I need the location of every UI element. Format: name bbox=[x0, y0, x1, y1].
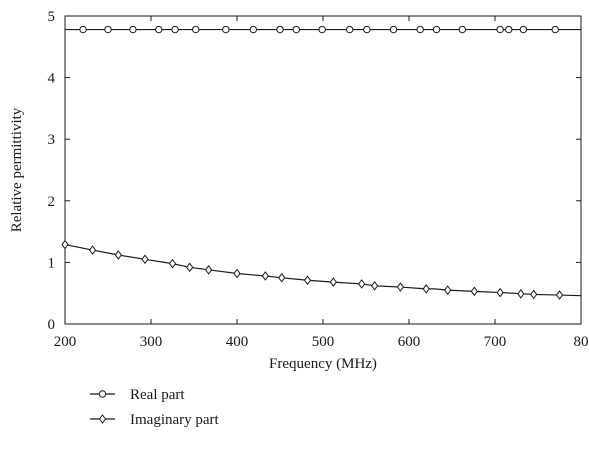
data-point-circle bbox=[432, 25, 441, 34]
data-point-circle bbox=[363, 25, 371, 34]
x-tick-label: 600 bbox=[398, 334, 421, 350]
legend-swatch-circle-icon bbox=[90, 390, 115, 398]
data-point-circle bbox=[192, 25, 200, 34]
data-point-circle bbox=[222, 25, 230, 34]
y-axis-label: Relative permittivity bbox=[9, 107, 25, 232]
data-point-diamond bbox=[278, 272, 286, 283]
x-tick-label: 200 bbox=[54, 334, 77, 350]
data-point-circle bbox=[551, 25, 559, 34]
data-point-diamond bbox=[555, 290, 564, 300]
x-tick-label: 300 bbox=[140, 334, 163, 350]
y-tick-label: 1 bbox=[48, 255, 56, 271]
plot-frame bbox=[64, 15, 582, 325]
data-point-circle bbox=[496, 25, 504, 34]
y-tick-label: 5 bbox=[48, 9, 56, 25]
data-point-diamond bbox=[396, 282, 405, 292]
data-point-circle bbox=[276, 25, 284, 34]
data-point-diamond bbox=[358, 279, 366, 289]
data-point-circle bbox=[171, 25, 179, 34]
data-point-diamond bbox=[329, 277, 337, 287]
data-point-diamond bbox=[422, 284, 430, 294]
legend-marker-circle bbox=[98, 390, 107, 398]
legend-label-imaginary-part: Imaginary part bbox=[130, 412, 220, 428]
data-point-diamond bbox=[141, 254, 149, 265]
data-point-diamond bbox=[496, 287, 504, 298]
data-point-diamond bbox=[204, 264, 213, 275]
data-point-diamond bbox=[233, 268, 241, 279]
data-point-circle bbox=[345, 25, 354, 34]
data-point-circle bbox=[416, 25, 424, 34]
data-point-diamond bbox=[168, 258, 177, 269]
data-point-circle bbox=[104, 25, 112, 34]
legend-item-imaginary-part: Imaginary part bbox=[90, 412, 220, 428]
data-point-diamond bbox=[444, 285, 452, 295]
x-axis: 200 300 400 500 600 700 80 bbox=[54, 16, 589, 350]
data-point-circle bbox=[249, 25, 258, 34]
legend-label-real-part: Real part bbox=[130, 387, 185, 403]
x-tick-label: 400 bbox=[226, 334, 249, 350]
y-axis: 0 1 2 3 4 5 bbox=[48, 9, 581, 333]
y-tick-label: 4 bbox=[48, 71, 56, 87]
data-point-diamond bbox=[261, 271, 270, 281]
x-axis-label: Frequency (MHz) bbox=[269, 356, 377, 372]
data-point-circle bbox=[458, 25, 467, 34]
data-point-circle bbox=[505, 25, 513, 34]
data-point-diamond bbox=[303, 275, 312, 286]
data-point-diamond bbox=[186, 262, 194, 273]
data-point-diamond bbox=[61, 239, 69, 250]
data-point-circle bbox=[129, 25, 137, 34]
y-tick-label: 2 bbox=[48, 194, 56, 210]
data-point-diamond bbox=[530, 289, 538, 300]
y-tick-label: 3 bbox=[48, 132, 56, 148]
plot-area bbox=[61, 15, 582, 325]
series-line-imaginary-part bbox=[64, 243, 582, 297]
data-point-diamond bbox=[88, 245, 97, 255]
data-point-circle bbox=[318, 25, 326, 34]
data-point-circle bbox=[79, 25, 87, 34]
series-lines bbox=[64, 28, 582, 297]
data-point-diamond bbox=[470, 286, 478, 297]
legend-marker-diamond bbox=[98, 414, 107, 424]
data-point-circle bbox=[519, 25, 528, 34]
series-markers bbox=[61, 25, 564, 300]
data-point-diamond bbox=[370, 280, 379, 291]
x-tick-label: 80 bbox=[574, 334, 589, 350]
data-point-circle bbox=[155, 25, 163, 34]
legend: Real part Imaginary part bbox=[90, 387, 220, 428]
data-point-circle bbox=[389, 25, 398, 34]
data-point-circle bbox=[292, 25, 301, 34]
legend-swatch-diamond-icon bbox=[90, 414, 115, 424]
legend-item-real-part: Real part bbox=[90, 387, 185, 403]
data-point-diamond bbox=[114, 250, 122, 260]
x-tick-label: 500 bbox=[312, 334, 335, 350]
y-tick-label: 0 bbox=[48, 317, 56, 333]
data-point-diamond bbox=[517, 288, 525, 299]
x-tick-label: 700 bbox=[484, 334, 507, 350]
